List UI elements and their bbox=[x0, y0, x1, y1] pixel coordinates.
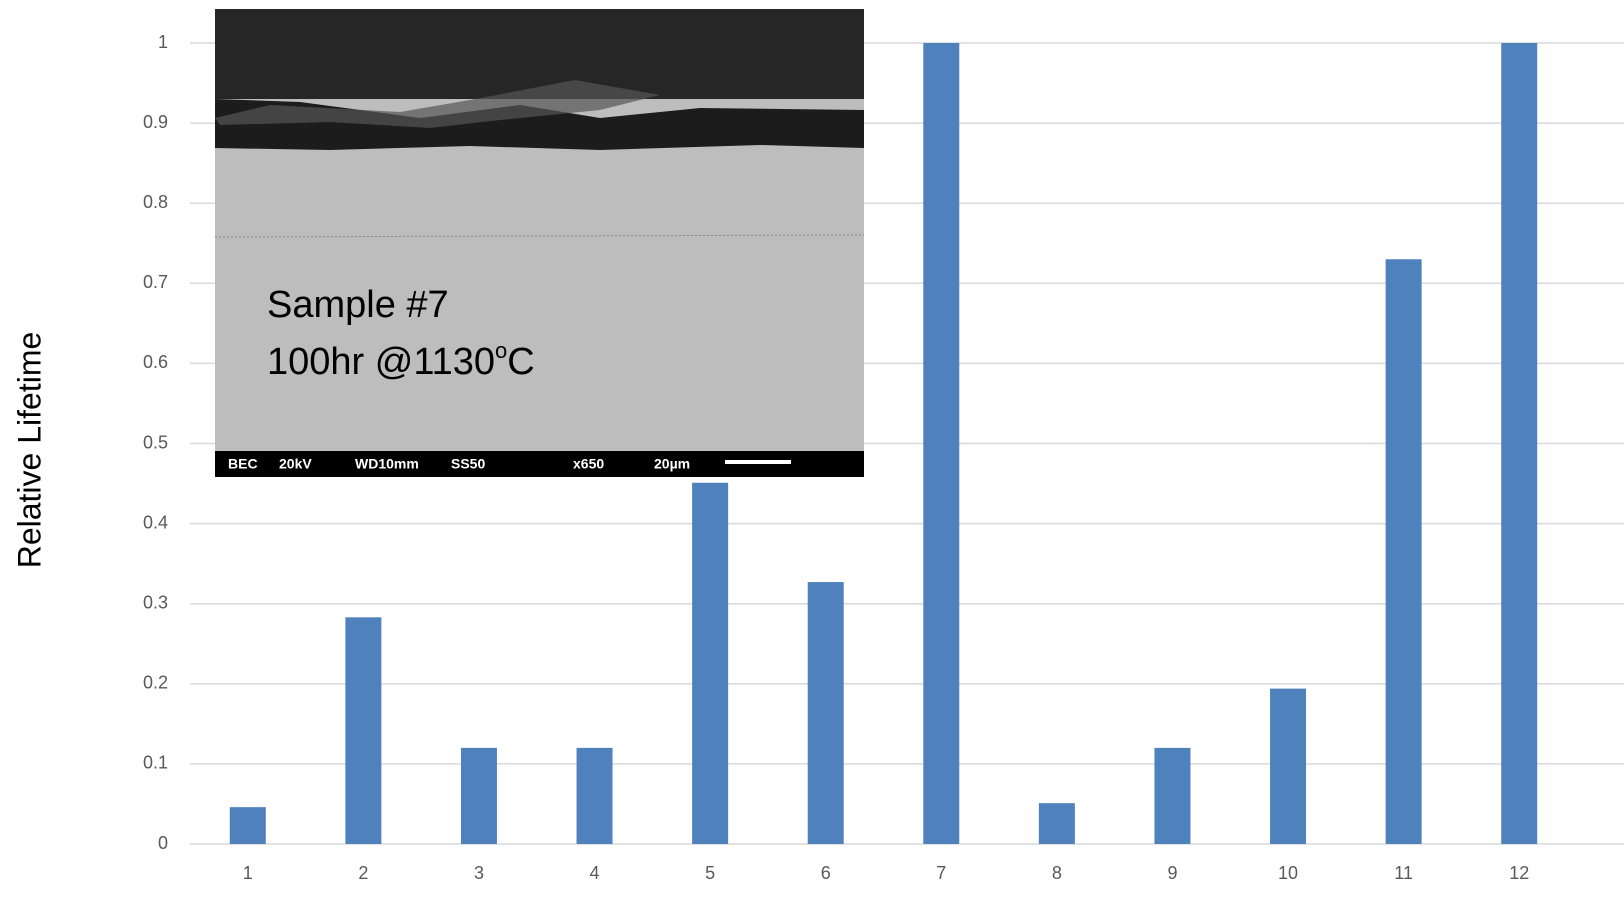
micrograph-dark bbox=[215, 9, 864, 99]
inset-image: Sample #7 100hr @1130oC BEC 20kV WD10mm SS5… bbox=[214, 9, 865, 477]
x-tick-label: 7 bbox=[936, 863, 946, 883]
inset-label-sup: o bbox=[495, 338, 507, 363]
inset-label: Sample #7 bbox=[267, 284, 449, 326]
x-tick-label: 6 bbox=[821, 863, 831, 883]
y-tick-label: 0.6 bbox=[143, 352, 168, 372]
info-text: BEC bbox=[228, 456, 258, 472]
x-tick-label: 11 bbox=[1394, 863, 1413, 883]
y-tick-label: 0.9 bbox=[143, 112, 168, 132]
y-tick-label: 0.5 bbox=[143, 432, 168, 452]
y-tick-label: 0.1 bbox=[143, 753, 168, 773]
x-tick-label: 3 bbox=[474, 863, 484, 883]
y-tick-label: 0 bbox=[158, 833, 168, 853]
y-tick-label: 0.2 bbox=[143, 673, 168, 693]
x-tick-label: 4 bbox=[590, 863, 600, 883]
micrograph-line bbox=[214, 234, 865, 238]
bar bbox=[1038, 803, 1075, 844]
x-tick-label: 12 bbox=[1509, 863, 1529, 883]
inset-label: 100hr @1130oC bbox=[267, 338, 535, 383]
bar bbox=[1385, 259, 1422, 844]
micrograph-scale bbox=[215, 99, 864, 150]
info-text: 20µm bbox=[654, 456, 690, 472]
y-tick-label: 0.8 bbox=[143, 192, 168, 212]
y-tick-label: 0.3 bbox=[143, 592, 168, 612]
bar bbox=[576, 747, 613, 844]
bar bbox=[229, 807, 266, 844]
x-tick-label: 1 bbox=[243, 863, 253, 883]
x-tick-label: 9 bbox=[1167, 863, 1177, 883]
x-tick-label: 10 bbox=[1278, 863, 1298, 883]
y-tick-label: 0.4 bbox=[143, 512, 168, 532]
info-text: 20kV bbox=[279, 456, 312, 472]
x-tick-label: 5 bbox=[705, 863, 715, 883]
info-text: WD10mm bbox=[355, 456, 419, 472]
y-tick-label: 0.7 bbox=[143, 272, 168, 292]
x-tick-label: 2 bbox=[358, 863, 368, 883]
bar bbox=[460, 747, 497, 844]
bar bbox=[345, 617, 382, 844]
inset-label-text: 100hr @1130 bbox=[267, 341, 495, 383]
bar bbox=[1270, 688, 1307, 844]
micrograph-oxide bbox=[215, 80, 660, 128]
y-tick-label: 1 bbox=[158, 32, 168, 52]
bar bbox=[1154, 747, 1191, 844]
info-text: SS50 bbox=[451, 456, 485, 472]
inset-label-unit: C bbox=[507, 341, 534, 383]
bar bbox=[1501, 43, 1538, 844]
bar bbox=[807, 582, 844, 844]
x-tick-label: 8 bbox=[1052, 863, 1062, 883]
bar bbox=[692, 482, 729, 844]
y-axis-label: Relative Lifetime bbox=[11, 332, 47, 569]
info-text: x650 bbox=[573, 456, 604, 472]
bar bbox=[923, 43, 960, 844]
